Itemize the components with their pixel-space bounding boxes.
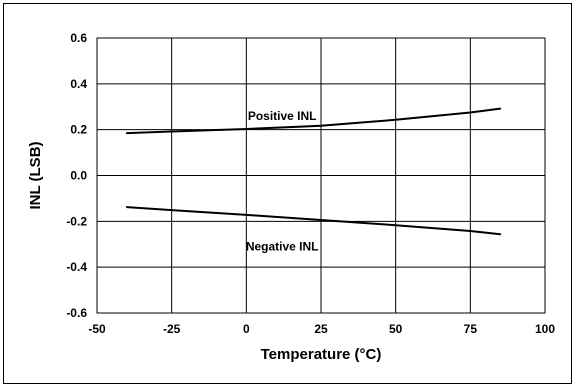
series-line-negative-inl bbox=[125, 206, 502, 236]
x-tick-label: 100 bbox=[535, 322, 555, 336]
y-tick-label: -0.4 bbox=[66, 260, 87, 274]
y-axis-title: INL (LSB) bbox=[27, 141, 44, 209]
annotations: Positive INL Negative INL bbox=[246, 109, 319, 254]
y-tick-label: 0.2 bbox=[70, 123, 87, 137]
x-axis-title: Temperature (°C) bbox=[261, 346, 382, 363]
chart-frame bbox=[3, 3, 572, 384]
x-tick-label: 50 bbox=[389, 322, 403, 336]
y-tick-label: -0.6 bbox=[66, 306, 87, 320]
series-lines bbox=[125, 107, 502, 236]
grid bbox=[96, 37, 546, 314]
x-tick-label: 75 bbox=[464, 322, 478, 336]
x-tick-label: -25 bbox=[163, 322, 181, 336]
annotation-label: Positive INL bbox=[248, 109, 317, 123]
x-tick-label: 0 bbox=[243, 322, 250, 336]
y-tick-label: 0.0 bbox=[70, 169, 87, 183]
y-tick-label: 0.6 bbox=[70, 31, 87, 45]
annotation-label: Negative INL bbox=[246, 240, 319, 254]
x-tick-label: 25 bbox=[314, 322, 328, 336]
tick-labels: -50 -25 0 25 50 75 100 -0.6 -0.4 -0.2 0.0 0.2 0.4 0.6 bbox=[66, 31, 555, 336]
series-line-positive-inl bbox=[125, 107, 502, 135]
x-tick-label: -50 bbox=[88, 322, 106, 336]
y-tick-label: -0.2 bbox=[66, 214, 87, 228]
y-tick-label: 0.4 bbox=[70, 77, 87, 91]
